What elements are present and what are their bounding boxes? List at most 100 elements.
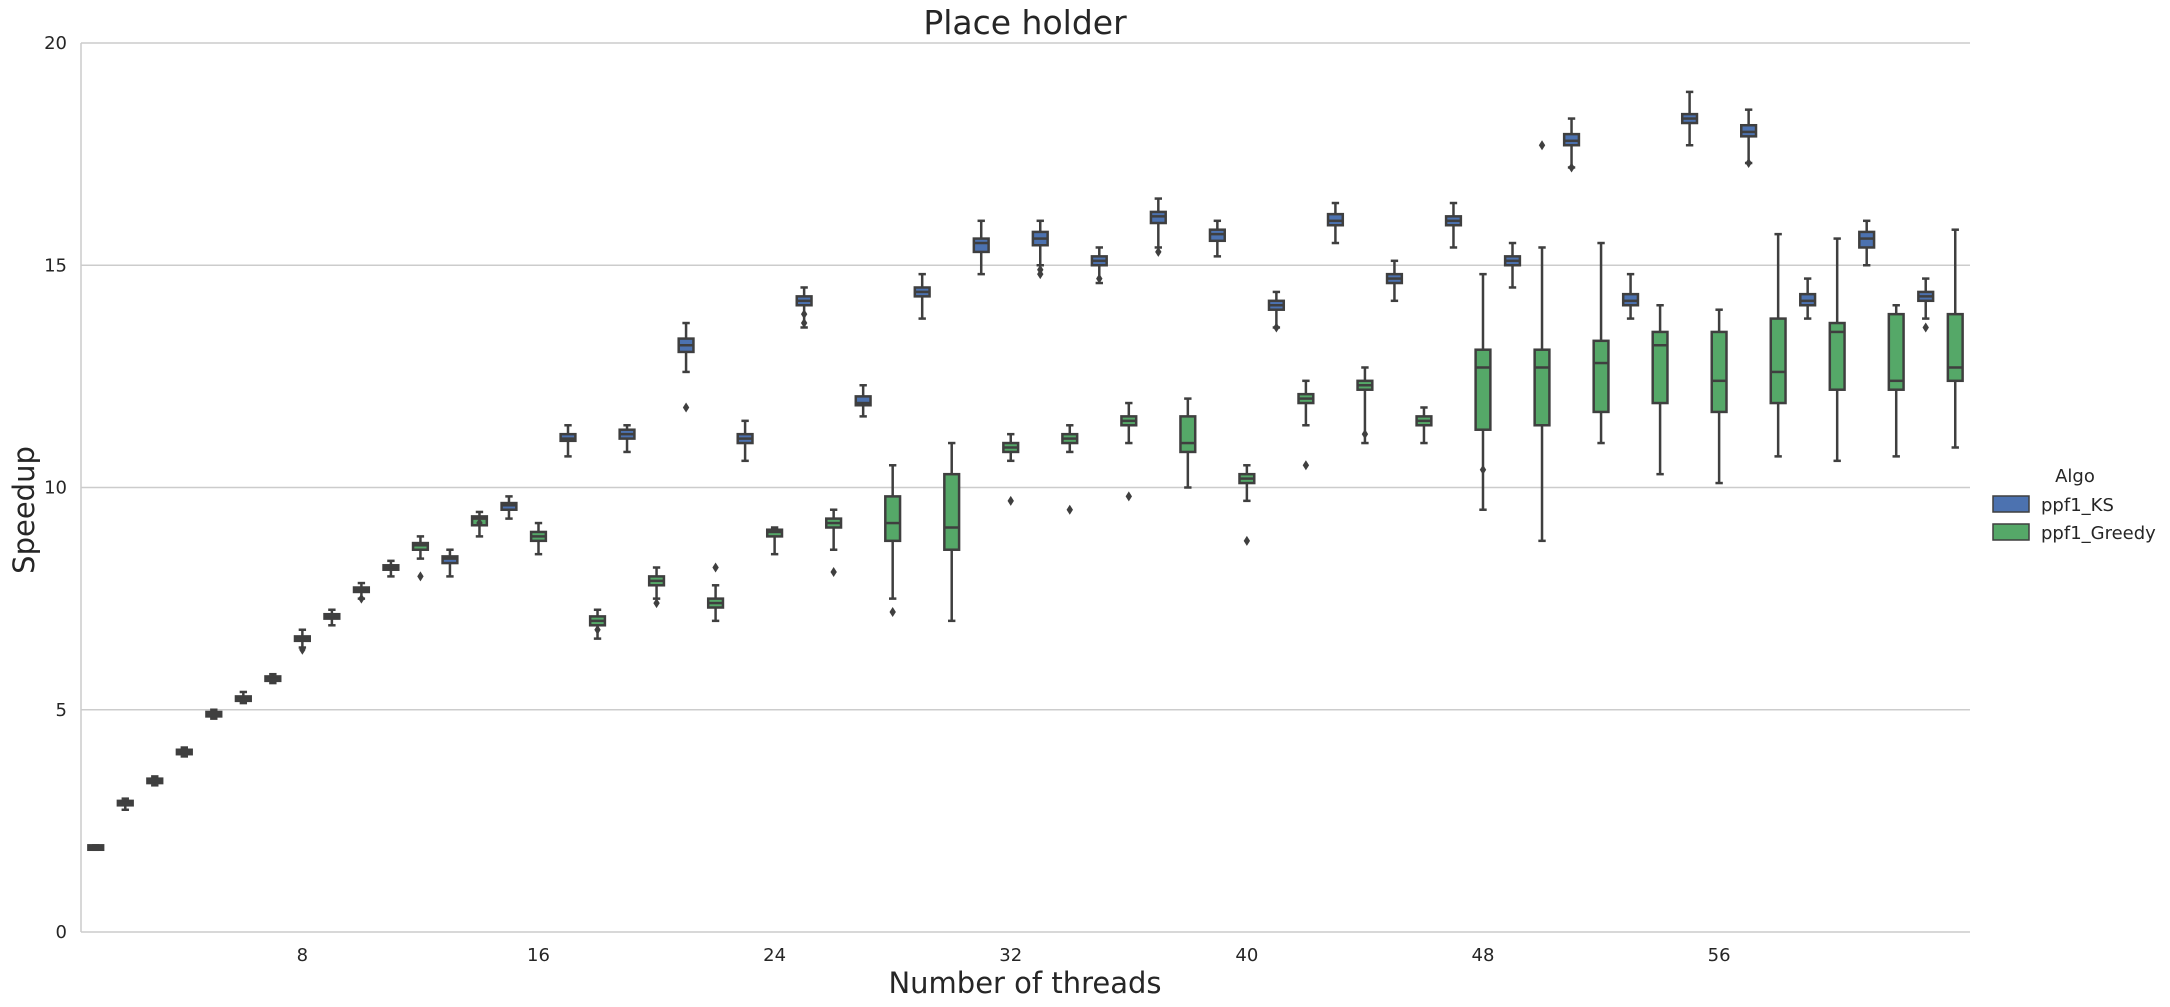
x-tick-label-8: 8 xyxy=(297,945,308,966)
outlier-point-0 xyxy=(1361,429,1369,440)
y-tick-label-0: 0 xyxy=(56,922,67,943)
box-ppf1_KS-59 xyxy=(1799,277,1817,320)
box-iqr xyxy=(1946,312,1964,383)
box-ppf1_Greedy-26 xyxy=(825,508,843,577)
box-ppf1_KS-19 xyxy=(618,424,636,454)
box-ppf1_KS-53 xyxy=(1621,272,1640,320)
outlier-point-0 xyxy=(1125,491,1133,502)
box-ppf1_Greedy-4 xyxy=(175,746,193,758)
box-ppf1_Greedy-58 xyxy=(1769,232,1787,458)
box-ppf1_Greedy-56 xyxy=(1710,308,1728,485)
y-tick-label-10: 10 xyxy=(44,478,67,499)
box-ppf1_KS-31 xyxy=(972,219,990,276)
outlier-point-0 xyxy=(476,518,483,529)
box-ppf1_KS-41 xyxy=(1267,290,1286,333)
outlier-point-0 xyxy=(299,644,306,655)
box-ppf1_Greedy-42 xyxy=(1297,379,1315,471)
box-ppf1_Greedy-40 xyxy=(1238,464,1256,546)
box-ppf1_KS-33 xyxy=(1031,219,1049,280)
outlier-point-0 xyxy=(1302,460,1310,471)
box-ppf1_Greedy-46 xyxy=(1415,406,1433,445)
x-tick-label-16: 16 xyxy=(527,945,550,966)
box-ppf1_Greedy-28 xyxy=(884,464,902,617)
box-ppf1_Greedy-50 xyxy=(1533,140,1551,543)
box-ppf1_KS-27 xyxy=(854,384,872,418)
outlier-point-0 xyxy=(1273,322,1280,333)
box-ppf1_Greedy-22 xyxy=(706,562,725,623)
box-ppf1_KS-5 xyxy=(205,708,223,720)
box-ppf1_KS-35 xyxy=(1090,246,1108,285)
y-axis-label: Speedup xyxy=(7,446,41,574)
box-iqr xyxy=(1887,312,1905,391)
box-ppf1_Greedy-12 xyxy=(411,535,430,582)
box-ppf1_KS-57 xyxy=(1740,108,1758,169)
box-ppf1_KS-7 xyxy=(264,672,282,685)
box-ppf1_Greedy-32 xyxy=(1002,432,1020,506)
box-iqr xyxy=(1179,415,1197,454)
box-iqr xyxy=(884,495,902,543)
outlier-point-0 xyxy=(682,402,690,413)
box-ppf1_KS-11 xyxy=(382,559,400,578)
outlier-point-0 xyxy=(889,606,896,617)
outlier-point-0 xyxy=(1096,273,1103,284)
y-tick-label-5: 5 xyxy=(56,700,67,721)
outlier-point-0 xyxy=(1745,158,1752,169)
outlier-point-0 xyxy=(1538,140,1546,151)
box-ppf1_KS-61 xyxy=(1858,219,1876,267)
box-ppf1_Greedy-38 xyxy=(1179,397,1197,489)
box-iqr xyxy=(1474,348,1492,431)
x-tick-label-40: 40 xyxy=(1235,945,1258,966)
box-ppf1_Greedy-8 xyxy=(293,628,311,655)
box-ppf1_Greedy-54 xyxy=(1651,304,1669,476)
box-ppf1_Greedy-60 xyxy=(1828,237,1846,463)
x-tick-label-48: 48 xyxy=(1472,945,1495,966)
box-ppf1_Greedy-44 xyxy=(1356,366,1374,445)
outlier-point-0 xyxy=(417,571,424,582)
box-ppf1_KS-47 xyxy=(1444,201,1463,249)
outlier-point-0 xyxy=(1155,246,1162,257)
outlier-point-0 xyxy=(1922,322,1929,333)
box-series xyxy=(87,90,1964,852)
outlier-point-0 xyxy=(800,318,808,329)
box-ppf1_KS-55 xyxy=(1680,90,1699,147)
box-iqr xyxy=(1710,330,1728,414)
outlier-point-0 xyxy=(1066,504,1073,515)
box-ppf1_KS-39 xyxy=(1208,219,1226,258)
box-ppf1_KS-63 xyxy=(1917,277,1935,333)
box-ppf1_Greedy-30 xyxy=(943,441,961,623)
y-tick-label-20: 20 xyxy=(44,33,67,54)
box-ppf1_Greedy-64 xyxy=(1946,228,1964,449)
legend-swatch-ks xyxy=(1992,495,2030,513)
box-ppf1_Greedy-36 xyxy=(1120,401,1138,502)
box-ppf1_Greedy-16 xyxy=(529,521,548,556)
box-ppf1_KS-23 xyxy=(736,419,754,463)
box-iqr xyxy=(972,237,990,254)
outlier-point-0 xyxy=(1007,495,1014,506)
outlier-point-1 xyxy=(1037,264,1044,275)
outlier-point-0 xyxy=(1243,535,1251,546)
box-ppf1_Greedy-2 xyxy=(116,797,134,812)
legend: Algo ppf1_KS ppf1_Greedy xyxy=(1992,466,2156,544)
legend-label-greedy: ppf1_Greedy xyxy=(2041,523,2156,544)
x-tick-label-32: 32 xyxy=(999,945,1022,966)
box-ppf1_Greedy-48 xyxy=(1474,272,1492,511)
box-ppf1_KS-9 xyxy=(323,608,341,627)
box-ppf1_KS-51 xyxy=(1562,117,1581,173)
box-ppf1_Greedy-18 xyxy=(588,608,607,640)
grid-lines xyxy=(80,42,1970,933)
box-iqr xyxy=(854,395,872,407)
outlier-point-0 xyxy=(358,593,365,604)
outlier-point-0 xyxy=(1568,162,1575,173)
box-ppf1_KS-17 xyxy=(559,424,577,458)
box-ppf1_KS-13 xyxy=(441,548,459,578)
box-iqr xyxy=(1592,339,1610,414)
outlier-point-0 xyxy=(1479,464,1487,475)
box-iqr xyxy=(943,472,961,551)
box-ppf1_KS-49 xyxy=(1503,241,1522,289)
box-ppf1_Greedy-52 xyxy=(1592,241,1610,445)
outlier-point-0 xyxy=(653,598,660,609)
legend-title: Algo xyxy=(2055,466,2095,487)
chart-title: Place holder xyxy=(923,3,1127,42)
box-ppf1_KS-25 xyxy=(795,286,813,329)
box-ppf1_Greedy-6 xyxy=(234,690,252,705)
